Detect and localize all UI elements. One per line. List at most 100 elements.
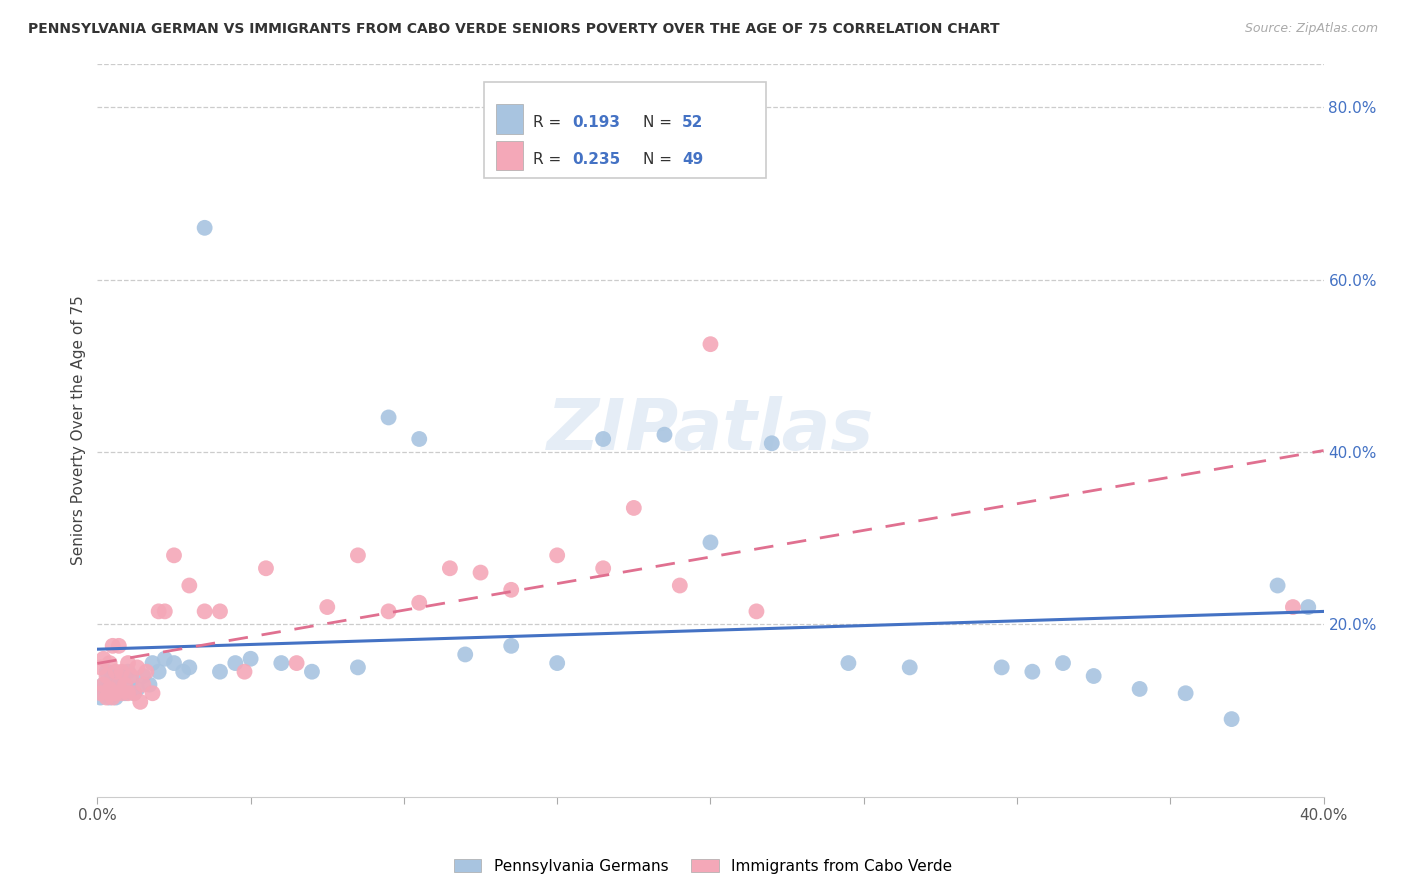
- Point: [93, 678, 115, 692]
- Point: [89, 686, 111, 700]
- Point: [208, 604, 231, 618]
- Point: [1083, 669, 1105, 683]
- Point: [111, 665, 134, 679]
- Text: Source: ZipAtlas.com: Source: ZipAtlas.com: [1244, 22, 1378, 36]
- Point: [208, 665, 231, 679]
- Point: [592, 561, 614, 575]
- Point: [501, 639, 523, 653]
- Point: [347, 660, 370, 674]
- Point: [408, 596, 430, 610]
- Point: [408, 432, 430, 446]
- Point: [163, 549, 186, 563]
- Point: [127, 681, 149, 696]
- Point: [98, 690, 121, 705]
- Point: [93, 681, 115, 696]
- Point: [122, 686, 145, 700]
- Text: 0.193: 0.193: [572, 115, 620, 130]
- Point: [439, 561, 461, 575]
- Point: [89, 660, 111, 674]
- Text: 0.235: 0.235: [572, 152, 620, 167]
- Point: [101, 639, 124, 653]
- Point: [98, 681, 121, 696]
- Text: N =: N =: [643, 152, 676, 167]
- Point: [101, 690, 124, 705]
- Point: [153, 652, 176, 666]
- Point: [98, 673, 121, 688]
- Y-axis label: Seniors Poverty Over the Age of 75: Seniors Poverty Over the Age of 75: [72, 295, 86, 566]
- Point: [117, 656, 139, 670]
- Text: 52: 52: [682, 115, 703, 130]
- Point: [108, 639, 131, 653]
- Point: [224, 656, 246, 670]
- Point: [347, 549, 370, 563]
- Point: [745, 604, 768, 618]
- Point: [132, 669, 155, 683]
- Point: [270, 656, 292, 670]
- Point: [990, 660, 1012, 674]
- Point: [285, 656, 308, 670]
- Text: ZIPatlas: ZIPatlas: [547, 396, 875, 465]
- Point: [172, 665, 194, 679]
- Point: [233, 665, 256, 679]
- Point: [104, 686, 127, 700]
- Point: [114, 678, 136, 692]
- Text: R =: R =: [533, 152, 565, 167]
- Point: [654, 427, 676, 442]
- Point: [194, 220, 217, 235]
- Text: 49: 49: [682, 152, 703, 167]
- Point: [546, 656, 568, 670]
- Point: [138, 678, 160, 692]
- Point: [1052, 656, 1074, 670]
- Point: [1282, 600, 1305, 615]
- FancyBboxPatch shape: [484, 82, 766, 178]
- Point: [101, 678, 124, 692]
- Point: [101, 669, 124, 683]
- Point: [141, 656, 163, 670]
- Point: [163, 656, 186, 670]
- Point: [132, 678, 155, 692]
- Point: [93, 652, 115, 666]
- Point: [96, 665, 118, 679]
- Point: [89, 690, 111, 705]
- Point: [127, 660, 149, 674]
- Point: [135, 665, 157, 679]
- Point: [120, 673, 142, 688]
- Point: [108, 681, 131, 696]
- Point: [194, 604, 217, 618]
- Point: [699, 535, 721, 549]
- Point: [316, 600, 339, 615]
- Point: [114, 686, 136, 700]
- Point: [301, 665, 323, 679]
- Point: [104, 665, 127, 679]
- Point: [1129, 681, 1152, 696]
- Point: [546, 549, 568, 563]
- Text: N =: N =: [643, 115, 676, 130]
- Legend: Pennsylvania Germans, Immigrants from Cabo Verde: Pennsylvania Germans, Immigrants from Ca…: [449, 853, 957, 880]
- Point: [1174, 686, 1197, 700]
- Point: [96, 669, 118, 683]
- Point: [1267, 578, 1289, 592]
- Point: [93, 678, 115, 692]
- Point: [117, 665, 139, 679]
- Point: [96, 690, 118, 705]
- Point: [1220, 712, 1243, 726]
- Point: [837, 656, 859, 670]
- Point: [141, 686, 163, 700]
- FancyBboxPatch shape: [496, 104, 523, 134]
- Point: [1021, 665, 1043, 679]
- Point: [377, 604, 399, 618]
- Point: [153, 604, 176, 618]
- Point: [179, 578, 201, 592]
- Point: [117, 686, 139, 700]
- Point: [179, 660, 201, 674]
- Point: [111, 669, 134, 683]
- Point: [96, 686, 118, 700]
- Point: [377, 410, 399, 425]
- Point: [699, 337, 721, 351]
- Point: [669, 578, 692, 592]
- Point: [454, 648, 477, 662]
- Point: [470, 566, 492, 580]
- Point: [239, 652, 262, 666]
- Text: PENNSYLVANIA GERMAN VS IMMIGRANTS FROM CABO VERDE SENIORS POVERTY OVER THE AGE O: PENNSYLVANIA GERMAN VS IMMIGRANTS FROM C…: [28, 22, 1000, 37]
- Point: [122, 686, 145, 700]
